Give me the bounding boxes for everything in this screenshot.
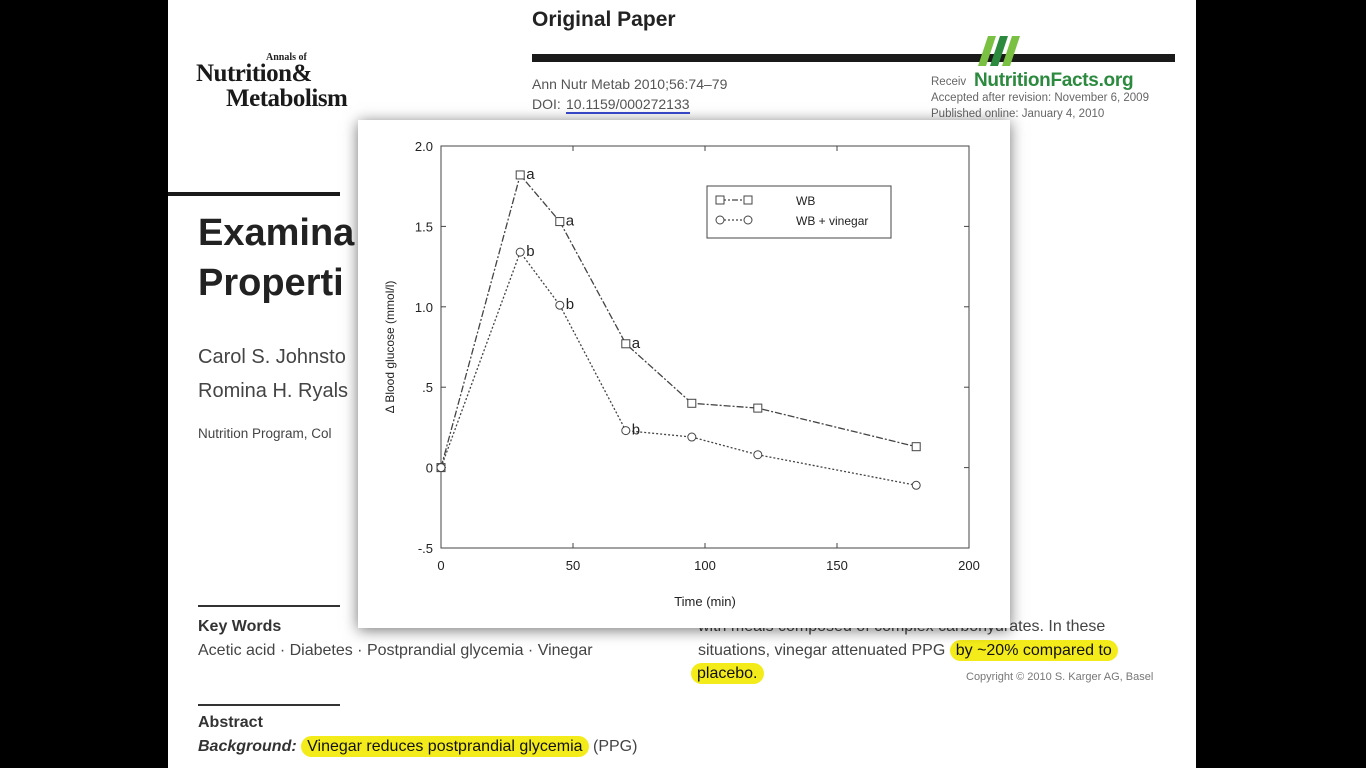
abstract-heading: Abstract bbox=[198, 714, 263, 731]
author-line1: Carol S. Johnsto bbox=[198, 346, 346, 368]
doi-link[interactable]: 10.1159/000272133 bbox=[566, 96, 690, 114]
received-date: Receiv bbox=[931, 76, 967, 88]
x-tick-label: 150 bbox=[826, 558, 848, 573]
data-point-vinegar bbox=[911, 480, 921, 490]
keywords-rule bbox=[198, 605, 340, 607]
y-tick-label: 1.5 bbox=[415, 219, 433, 234]
y-axis-label: Δ Blood glucose (mmol/l) bbox=[383, 281, 397, 414]
journal-name-line2: Metabolism bbox=[226, 85, 348, 112]
data-point-vinegar bbox=[753, 450, 763, 460]
legend: WB WB + vinegar bbox=[706, 185, 892, 239]
significance-label: a bbox=[566, 213, 575, 230]
header-rule bbox=[532, 54, 1175, 62]
data-point-wb bbox=[687, 398, 697, 408]
x-tick-label: 50 bbox=[566, 558, 580, 573]
abstract-rule bbox=[198, 704, 340, 706]
legend-marker-vinegar-end bbox=[743, 215, 753, 225]
y-tick-label: -.5 bbox=[418, 541, 433, 556]
citation: Ann Nutr Metab 2010;56:74–79 bbox=[532, 76, 728, 92]
legend-marker-vinegar bbox=[715, 215, 725, 225]
keywords-list: Acetic acid · Diabetes · Postprandial gl… bbox=[198, 642, 593, 659]
copyright: Copyright © 2010 S. Karger AG, Basel bbox=[966, 671, 1154, 683]
x-tick-label: 0 bbox=[437, 558, 444, 573]
data-point-vinegar bbox=[687, 432, 697, 442]
nutritionfacts-watermark: NutritionFacts.org bbox=[974, 32, 1164, 92]
author-line2: Romina H. Ryals bbox=[198, 380, 349, 402]
watermark-text: NutritionFacts.org bbox=[974, 70, 1134, 91]
y-tick-label: 2.0 bbox=[415, 139, 433, 154]
y-tick-label: 0 bbox=[426, 461, 433, 476]
data-point-vinegar bbox=[621, 426, 631, 436]
highlighted-text-3: placebo. bbox=[691, 663, 764, 684]
significance-label: a bbox=[632, 335, 641, 352]
nutritionfacts-logo-icon bbox=[978, 36, 1020, 66]
significance-label: b bbox=[632, 422, 640, 439]
significance-label: b bbox=[526, 243, 534, 260]
journal-name-line1: Nutrition& bbox=[196, 60, 312, 87]
x-tick-label: 100 bbox=[694, 558, 716, 573]
right-line2-plain: situations, vinegar attenuated PPG bbox=[698, 642, 946, 659]
highlighted-text: Vinegar reduces postprandial glycemia bbox=[301, 736, 589, 757]
blood-glucose-chart: 0 50 100 150 200 -.5 0 .5 1.0 1.5 2.0 a a a b b b Time … bbox=[383, 139, 980, 609]
accepted-date: Accepted after revision: November 6, 200… bbox=[931, 92, 1149, 104]
data-point-vinegar bbox=[555, 300, 565, 310]
data-point-wb bbox=[621, 339, 631, 349]
published-date: Published online: January 4, 2010 bbox=[931, 108, 1105, 120]
highlighted-text-2: by ~20% compared to bbox=[949, 640, 1118, 661]
data-point-vinegar bbox=[436, 463, 446, 473]
legend-label-wb: WB bbox=[796, 194, 815, 208]
x-tick-label: 200 bbox=[958, 558, 980, 573]
doi-label: DOI: bbox=[532, 96, 561, 112]
abstract-right-line2: situations, vinegar attenuated PPG by ~2… bbox=[698, 640, 1118, 661]
legend-box bbox=[706, 185, 892, 239]
data-point-vinegar bbox=[515, 247, 525, 257]
data-point-wb bbox=[515, 170, 525, 180]
journal-annals-text: Annals of bbox=[266, 52, 307, 63]
legend-marker-wb-end bbox=[743, 195, 753, 205]
x-axis-label: Time (min) bbox=[674, 594, 736, 609]
article-title-line1: Examina bbox=[198, 212, 355, 254]
affiliation: Nutrition Program, Col bbox=[198, 426, 332, 441]
data-point-wb bbox=[911, 442, 921, 452]
abstract-right-line3: placebo. bbox=[691, 663, 764, 684]
background-label: Background: bbox=[198, 738, 297, 755]
abstract-background: Background: Vinegar reduces postprandial… bbox=[198, 736, 638, 757]
left-divider bbox=[168, 192, 340, 196]
significance-label: b bbox=[566, 296, 574, 313]
keywords-heading: Key Words bbox=[198, 618, 282, 635]
legend-marker-wb bbox=[715, 195, 725, 205]
series-line-1 bbox=[440, 250, 917, 486]
article-title-line2: Properti bbox=[198, 262, 344, 304]
data-point-wb bbox=[753, 403, 763, 413]
y-tick-label: 1.0 bbox=[415, 300, 433, 315]
chart-panel: 0 50 100 150 200 -.5 0 .5 1.0 1.5 2.0 a a a b b b Time … bbox=[358, 120, 1010, 628]
legend-label-vinegar: WB + vinegar bbox=[796, 214, 868, 228]
background-rest: (PPG) bbox=[593, 738, 638, 755]
section-label: Original Paper bbox=[532, 8, 676, 31]
significance-label: a bbox=[526, 166, 535, 183]
y-tick-label: .5 bbox=[422, 380, 433, 395]
data-point-wb bbox=[555, 217, 565, 227]
